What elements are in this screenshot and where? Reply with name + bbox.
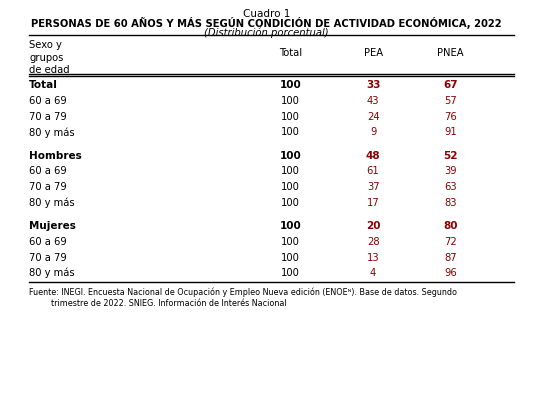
Text: 70 a 79: 70 a 79 — [29, 252, 67, 262]
Text: 80 y más: 80 y más — [29, 127, 75, 138]
Text: 87: 87 — [444, 252, 457, 262]
Text: 28: 28 — [367, 236, 379, 246]
Text: PERSONAS DE 60 AÑOS Y MÁS SEGÚN CONDICIÓN DE ACTIVIDAD ECONÓMICA, 2022: PERSONAS DE 60 AÑOS Y MÁS SEGÚN CONDICIÓ… — [31, 17, 502, 29]
Text: 91: 91 — [444, 127, 457, 137]
Text: 4: 4 — [370, 268, 376, 278]
Text: 24: 24 — [367, 112, 379, 121]
Text: 100: 100 — [281, 127, 300, 137]
Text: Cuadro 1: Cuadro 1 — [243, 9, 290, 19]
Text: Total: Total — [29, 80, 58, 90]
Text: 9: 9 — [370, 127, 376, 137]
Text: 100: 100 — [281, 182, 300, 192]
Text: Mujeres: Mujeres — [29, 221, 76, 230]
Text: 37: 37 — [367, 182, 379, 192]
Text: (Distribución porcentual): (Distribución porcentual) — [204, 27, 329, 38]
Text: 61: 61 — [367, 166, 379, 176]
Text: 72: 72 — [444, 236, 457, 246]
Text: 100: 100 — [280, 150, 301, 160]
Text: 100: 100 — [281, 112, 300, 121]
Text: 20: 20 — [366, 221, 381, 230]
Text: 100: 100 — [281, 268, 300, 278]
Text: 100: 100 — [281, 252, 300, 262]
Text: trimestre de 2022. SNIEG. Información de Interés Nacional: trimestre de 2022. SNIEG. Información de… — [51, 299, 286, 308]
Text: 48: 48 — [366, 150, 381, 160]
Text: 100: 100 — [281, 197, 300, 207]
Text: 100: 100 — [281, 166, 300, 176]
Text: 70 a 79: 70 a 79 — [29, 182, 67, 192]
Text: 33: 33 — [366, 80, 381, 90]
Text: Total: Total — [279, 48, 302, 58]
Text: 80 y más: 80 y más — [29, 197, 75, 208]
Text: 43: 43 — [367, 96, 379, 106]
Text: 70 a 79: 70 a 79 — [29, 112, 67, 121]
Text: 80 y más: 80 y más — [29, 267, 75, 278]
Text: PEA: PEA — [364, 48, 383, 58]
Text: 96: 96 — [444, 268, 457, 278]
Text: Fuente: INEGI. Encuesta Nacional de Ocupación y Empleo Nueva edición (ENOEᴺ). Ba: Fuente: INEGI. Encuesta Nacional de Ocup… — [29, 287, 457, 297]
Text: 83: 83 — [444, 197, 457, 207]
Text: 76: 76 — [444, 112, 457, 121]
Text: 39: 39 — [444, 166, 457, 176]
Text: 63: 63 — [444, 182, 457, 192]
Text: 60 a 69: 60 a 69 — [29, 236, 67, 246]
Text: Sexo y
grupos
de edad: Sexo y grupos de edad — [29, 40, 70, 75]
Text: 57: 57 — [444, 96, 457, 106]
Text: 60 a 69: 60 a 69 — [29, 166, 67, 176]
Text: 17: 17 — [367, 197, 379, 207]
Text: 52: 52 — [443, 150, 458, 160]
Text: 67: 67 — [443, 80, 458, 90]
Text: PNEA: PNEA — [437, 48, 464, 58]
Text: 100: 100 — [281, 96, 300, 106]
Text: 80: 80 — [443, 221, 458, 230]
Text: 13: 13 — [367, 252, 379, 262]
Text: 60 a 69: 60 a 69 — [29, 96, 67, 106]
Text: Hombres: Hombres — [29, 150, 82, 160]
Text: 100: 100 — [280, 80, 301, 90]
Text: 100: 100 — [280, 221, 301, 230]
Text: 100: 100 — [281, 236, 300, 246]
